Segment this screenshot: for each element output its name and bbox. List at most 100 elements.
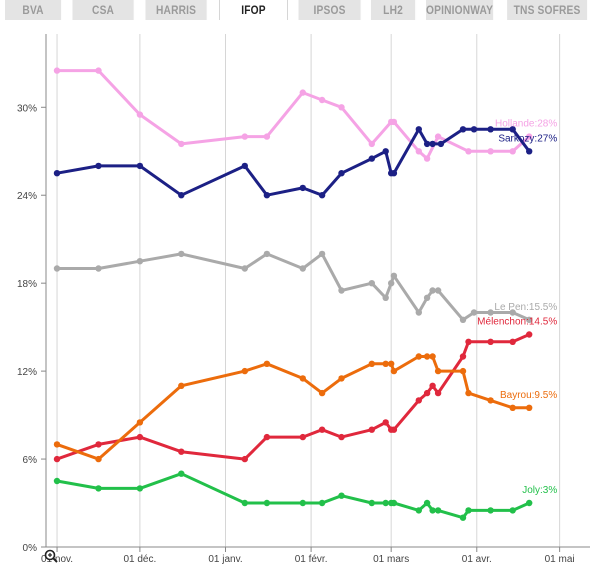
data-point[interactable]: [459, 367, 467, 375]
data-point[interactable]: [382, 419, 389, 426]
data-point[interactable]: [178, 470, 185, 477]
data-point[interactable]: [390, 367, 398, 375]
data-point[interactable]: [95, 67, 102, 74]
data-point[interactable]: [263, 250, 271, 258]
data-point[interactable]: [368, 155, 375, 162]
data-point[interactable]: [95, 265, 102, 272]
tab-opinionway[interactable]: OPINIONWAY: [426, 0, 494, 20]
data-point[interactable]: [241, 367, 248, 375]
data-point[interactable]: [526, 499, 533, 507]
data-point[interactable]: [241, 162, 248, 170]
data-point[interactable]: [178, 448, 185, 455]
data-point[interactable]: [299, 433, 306, 441]
data-point[interactable]: [390, 426, 398, 433]
data-point[interactable]: [470, 309, 478, 316]
data-point[interactable]: [382, 360, 389, 367]
data-point[interactable]: [318, 96, 326, 104]
data-point[interactable]: [465, 389, 472, 397]
data-point[interactable]: [526, 404, 533, 411]
data-point[interactable]: [509, 507, 516, 514]
data-point[interactable]: [263, 499, 271, 507]
data-point[interactable]: [388, 280, 395, 287]
data-point[interactable]: [318, 250, 326, 258]
data-point[interactable]: [487, 148, 494, 155]
data-point[interactable]: [368, 360, 375, 367]
data-point[interactable]: [241, 265, 248, 272]
data-point[interactable]: [526, 148, 533, 155]
data-point[interactable]: [241, 455, 248, 463]
data-point[interactable]: [241, 133, 248, 140]
data-point[interactable]: [318, 389, 326, 397]
data-point[interactable]: [423, 499, 431, 507]
data-point[interactable]: [136, 433, 144, 441]
data-point[interactable]: [53, 455, 61, 463]
data-point[interactable]: [299, 375, 306, 382]
zoom-icon[interactable]: [44, 549, 58, 563]
data-point[interactable]: [178, 250, 185, 258]
data-point[interactable]: [136, 162, 144, 170]
data-point[interactable]: [95, 441, 102, 448]
data-point[interactable]: [136, 485, 144, 492]
data-point[interactable]: [382, 499, 389, 507]
data-point[interactable]: [437, 140, 445, 148]
data-point[interactable]: [423, 353, 431, 360]
data-point[interactable]: [487, 397, 494, 404]
data-point[interactable]: [382, 294, 389, 301]
tab-harris[interactable]: HARRIS: [145, 0, 208, 20]
data-point[interactable]: [415, 397, 422, 404]
data-point[interactable]: [299, 184, 306, 192]
data-point[interactable]: [338, 104, 345, 111]
data-point[interactable]: [429, 507, 436, 514]
data-point[interactable]: [136, 111, 144, 118]
data-point[interactable]: [263, 192, 271, 199]
data-point[interactable]: [415, 353, 422, 360]
data-point[interactable]: [429, 353, 436, 360]
data-point[interactable]: [487, 309, 494, 316]
data-point[interactable]: [509, 309, 516, 316]
data-point[interactable]: [470, 126, 478, 133]
data-point[interactable]: [263, 360, 271, 367]
data-point[interactable]: [423, 389, 431, 397]
data-point[interactable]: [459, 514, 467, 521]
data-point[interactable]: [263, 133, 271, 140]
data-point[interactable]: [318, 426, 326, 433]
data-point[interactable]: [434, 367, 442, 375]
data-point[interactable]: [178, 382, 185, 389]
data-point[interactable]: [390, 499, 398, 507]
data-point[interactable]: [338, 375, 345, 382]
data-point[interactable]: [95, 455, 102, 463]
tab-lh2[interactable]: LH2: [370, 0, 417, 20]
data-point[interactable]: [459, 316, 467, 323]
data-point[interactable]: [434, 507, 442, 514]
tab-csa[interactable]: CSA: [72, 0, 135, 20]
data-point[interactable]: [487, 507, 494, 514]
data-point[interactable]: [390, 272, 398, 279]
data-point[interactable]: [241, 499, 248, 507]
tab-tns-sofres[interactable]: TNS SOFRES: [507, 0, 588, 20]
data-point[interactable]: [465, 148, 472, 155]
data-point[interactable]: [338, 433, 345, 441]
data-point[interactable]: [429, 382, 436, 389]
data-point[interactable]: [338, 170, 345, 177]
data-point[interactable]: [53, 477, 61, 485]
data-point[interactable]: [53, 170, 61, 177]
data-point[interactable]: [318, 499, 326, 507]
data-point[interactable]: [136, 419, 144, 426]
tab-ifop[interactable]: IFOP: [219, 0, 288, 20]
data-point[interactable]: [390, 170, 398, 177]
data-point[interactable]: [318, 192, 326, 199]
data-point[interactable]: [415, 126, 422, 133]
data-point[interactable]: [368, 140, 375, 148]
data-point[interactable]: [526, 331, 533, 338]
data-point[interactable]: [509, 148, 516, 155]
data-point[interactable]: [487, 126, 494, 133]
data-point[interactable]: [368, 426, 375, 433]
data-point[interactable]: [429, 140, 436, 148]
data-point[interactable]: [53, 265, 61, 272]
data-point[interactable]: [95, 485, 102, 492]
data-point[interactable]: [434, 389, 442, 397]
data-point[interactable]: [434, 133, 442, 140]
data-point[interactable]: [509, 126, 516, 133]
tab-ipsos[interactable]: IPSOS: [298, 0, 362, 20]
data-point[interactable]: [95, 162, 102, 170]
